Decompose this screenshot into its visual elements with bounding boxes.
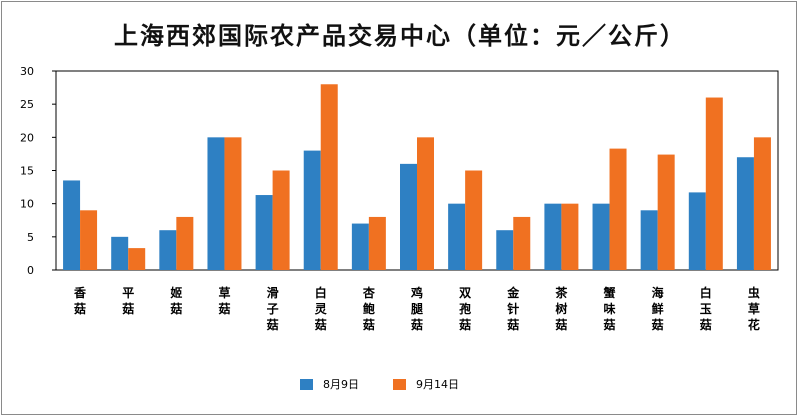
bar-2-6 [320, 84, 338, 271]
bar-2-8 [417, 137, 434, 270]
bar-2-7 [368, 216, 386, 270]
x-tick-label: 孢 [459, 301, 471, 316]
x-tick-label: 菇 [411, 317, 423, 332]
x-tick-label: 菇 [700, 317, 712, 332]
x-tick-label: 玉 [700, 302, 712, 316]
x-tick-label: 平 [122, 286, 134, 300]
y-tick-label: 5 [27, 231, 34, 244]
x-tick-label: 菇 [555, 317, 567, 332]
x-tick-label: 海 [652, 285, 664, 300]
y-tick-label: 25 [20, 98, 34, 111]
x-tick-label: 草 [748, 301, 760, 316]
x-tick-label: 姬 [170, 285, 182, 300]
bar-1-1 [63, 180, 81, 270]
x-tick-label: 菇 [507, 317, 519, 332]
y-tick-label: 30 [20, 65, 34, 78]
x-tick-label: 蟹 [603, 285, 616, 300]
bar-1-10 [496, 230, 514, 270]
x-tick-label: 腿 [411, 301, 424, 316]
x-tick-label: 菇 [74, 301, 86, 316]
bar-2-2 [128, 248, 146, 270]
x-tick-label: 菇 [170, 301, 182, 316]
x-tick-label: 白 [315, 285, 327, 300]
x-tick-label: 菇 [267, 317, 279, 332]
x-tick-label: 香 [73, 285, 86, 300]
x-tick-label: 茶 [554, 285, 568, 300]
bar-2-11 [561, 203, 579, 270]
x-tick-label: 菇 [363, 317, 375, 332]
bar-2-14 [705, 97, 723, 271]
bar-1-6 [303, 150, 321, 270]
x-tick-label: 花 [748, 317, 760, 332]
legend-item-series-1: 8月9日 [300, 376, 359, 392]
bar-1-5 [255, 195, 273, 270]
bar-2-5 [272, 170, 290, 270]
x-tick-label: 草 [218, 285, 230, 300]
bar-2-15 [753, 137, 771, 270]
chart-labels: 051015202530香菇平菇姬菇草菇滑子菇白灵菇杏鲍菇鸡腿菇双孢菇金针菇茶树… [20, 65, 760, 332]
bar-2-1 [80, 210, 98, 270]
bar-1-11 [544, 203, 562, 270]
bar-1-2 [111, 236, 129, 270]
x-tick-label: 菇 [315, 317, 327, 332]
bar-1-3 [159, 230, 177, 270]
bar-1-8 [400, 163, 417, 270]
chart-legend: 8月9日 9月14日 [300, 376, 493, 392]
x-tick-label: 鲍 [363, 301, 375, 316]
x-tick-label: 双 [459, 286, 471, 300]
bar-2-3 [176, 216, 194, 270]
chart-bars [63, 84, 771, 271]
x-tick-label: 金 [506, 285, 520, 300]
x-tick-label: 白 [700, 285, 712, 300]
x-tick-label: 菇 [459, 317, 471, 332]
legend-item-series-2: 9月14日 [393, 376, 459, 392]
x-tick-label: 菇 [122, 301, 134, 316]
y-tick-label: 15 [20, 165, 34, 178]
x-tick-label: 子 [267, 302, 279, 316]
y-tick-label: 10 [20, 198, 34, 211]
bar-2-9 [465, 170, 483, 270]
x-tick-label: 灵 [315, 301, 328, 316]
x-tick-label: 虫 [748, 285, 760, 300]
bar-2-12 [609, 148, 627, 270]
bar-2-10 [513, 216, 531, 270]
bar-1-14 [688, 192, 706, 270]
x-tick-label: 针 [507, 301, 519, 316]
y-tick-label: 0 [27, 264, 34, 277]
bar-1-15 [736, 157, 754, 270]
bar-2-4 [224, 137, 242, 270]
bar-1-7 [351, 223, 369, 270]
bar-1-9 [448, 203, 466, 270]
x-tick-label: 菇 [218, 301, 230, 316]
bar-2-13 [657, 154, 675, 270]
x-tick-label: 味 [604, 301, 616, 316]
bar-1-13 [640, 210, 658, 270]
x-tick-label: 鲜 [652, 301, 664, 316]
legend-label-series-1: 8月9日 [323, 378, 359, 391]
legend-swatch-series-2 [393, 378, 406, 390]
x-tick-label: 菇 [652, 317, 664, 332]
y-tick-label: 20 [20, 131, 34, 144]
x-tick-label: 杏 [362, 285, 375, 300]
x-tick-label: 滑 [267, 285, 279, 300]
x-tick-label: 树 [555, 301, 567, 316]
chart-title: 上海西郊国际农产品交易中心（单位：元／公斤） [114, 22, 686, 50]
legend-swatch-series-1 [300, 378, 313, 390]
x-tick-label: 菇 [604, 317, 616, 332]
bar-1-4 [207, 137, 225, 270]
bar-1-12 [592, 203, 610, 270]
legend-label-series-2: 9月14日 [416, 378, 459, 391]
x-tick-label: 鸡 [410, 285, 423, 300]
